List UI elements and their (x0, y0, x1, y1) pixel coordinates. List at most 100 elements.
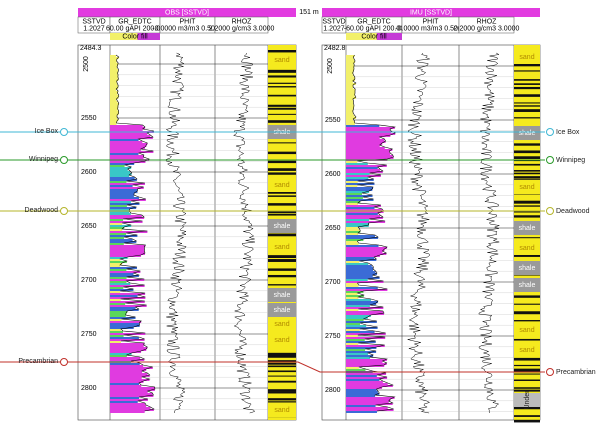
gr-fill (346, 239, 364, 241)
gr-fill (110, 63, 119, 65)
gr-fill (346, 337, 386, 339)
gr-fill (346, 343, 359, 345)
gr-fill (110, 239, 133, 241)
gr-fill (346, 61, 356, 63)
gr-fill (346, 187, 374, 189)
gr-fill (346, 327, 378, 329)
lith-label: sand (274, 244, 289, 251)
gr-fill (346, 409, 394, 411)
lith-stripe (514, 364, 540, 367)
gr-fill (110, 283, 131, 285)
gr-fill (346, 367, 359, 369)
gr-fill (346, 135, 391, 137)
gr-fill (346, 247, 388, 249)
gr-fill (346, 209, 383, 211)
gr-fill (110, 243, 124, 245)
gr-fill (110, 357, 141, 359)
lith-block (514, 126, 540, 140)
lith-stripe (268, 401, 296, 403)
gr-fill (110, 399, 148, 401)
column-header: RHOZ (477, 18, 498, 25)
lith-block (514, 393, 540, 407)
gr-fill (346, 237, 379, 239)
gr-fill (110, 287, 124, 289)
gr-fill (110, 335, 124, 337)
gr-fill (110, 145, 147, 147)
lith-stripe (268, 160, 296, 164)
gr-fill (110, 377, 142, 379)
column-header: SSTVD (322, 18, 345, 25)
gr-fill (346, 191, 370, 193)
gr-fill (346, 55, 355, 57)
gr-fill (346, 109, 354, 111)
lith-block (268, 240, 296, 254)
gr-fill (110, 169, 128, 171)
lith-block (514, 323, 540, 337)
color-fill-bar-2 (137, 33, 160, 40)
lith-stripe (514, 109, 540, 112)
lith-block (514, 50, 540, 64)
gr-fill (346, 113, 354, 115)
lith-stripe (268, 151, 296, 155)
gr-fill (110, 339, 145, 341)
marker-icon (60, 207, 68, 215)
lith-stripe (514, 338, 540, 341)
gr-fill (346, 63, 354, 65)
gr-fill (346, 355, 374, 357)
depth-label: 2650 (325, 225, 341, 232)
lith-stripe (268, 398, 296, 401)
gr-fill (110, 371, 143, 373)
lith-stripe (268, 168, 296, 171)
gr-fill (110, 307, 136, 309)
lith-label: Under (524, 390, 531, 410)
gr-fill (346, 177, 369, 179)
marker-line (0, 361, 545, 373)
lith-stripe (268, 94, 296, 97)
gr-fill (110, 241, 137, 243)
lith-stripe (268, 75, 296, 78)
lith-stripe (514, 63, 540, 67)
gr-fill (110, 171, 131, 173)
gr-fill (346, 205, 381, 207)
lith-stripe (514, 163, 540, 166)
lith-stripe (268, 69, 296, 73)
depth-label: 2500 (327, 58, 334, 74)
gr-fill (346, 375, 377, 377)
log-curve (165, 52, 187, 414)
lith-stripe (514, 357, 540, 361)
gr-fill (346, 83, 356, 85)
gr-fill (110, 395, 154, 397)
gr-fill (346, 219, 370, 221)
gr-fill (346, 199, 374, 201)
gr-fill (110, 221, 143, 223)
lith-stripe (268, 365, 296, 368)
gr-fill (346, 385, 393, 387)
lith-stripe (514, 117, 540, 119)
gr-fill (110, 95, 119, 97)
lith-label: sand (274, 337, 289, 344)
lith-block (268, 403, 296, 417)
gr-fill (346, 325, 367, 327)
lith-stripe (268, 50, 296, 53)
gr-fill (346, 91, 356, 93)
marker-label-left: Deadwood (25, 207, 59, 214)
lith-stripe (268, 391, 296, 394)
gr-fill (110, 251, 145, 253)
gr-fill (110, 179, 137, 181)
gr-fill (346, 129, 391, 131)
gr-fill (110, 207, 137, 209)
column-scale: -0.0000 m3/m3 0.5000 (395, 25, 466, 32)
gr-fill (110, 323, 140, 325)
gr-curve (115, 54, 156, 412)
gr-fill (346, 103, 354, 105)
gr-fill (346, 285, 359, 287)
gr-fill (346, 279, 368, 281)
gr-fill (110, 215, 142, 217)
gr-fill (346, 211, 384, 213)
lith-stripe (514, 86, 540, 90)
gr-fill (346, 265, 372, 267)
column-header: GR_EDTC (118, 18, 151, 25)
marker-icon (60, 156, 68, 164)
lith-stripe (268, 82, 296, 84)
